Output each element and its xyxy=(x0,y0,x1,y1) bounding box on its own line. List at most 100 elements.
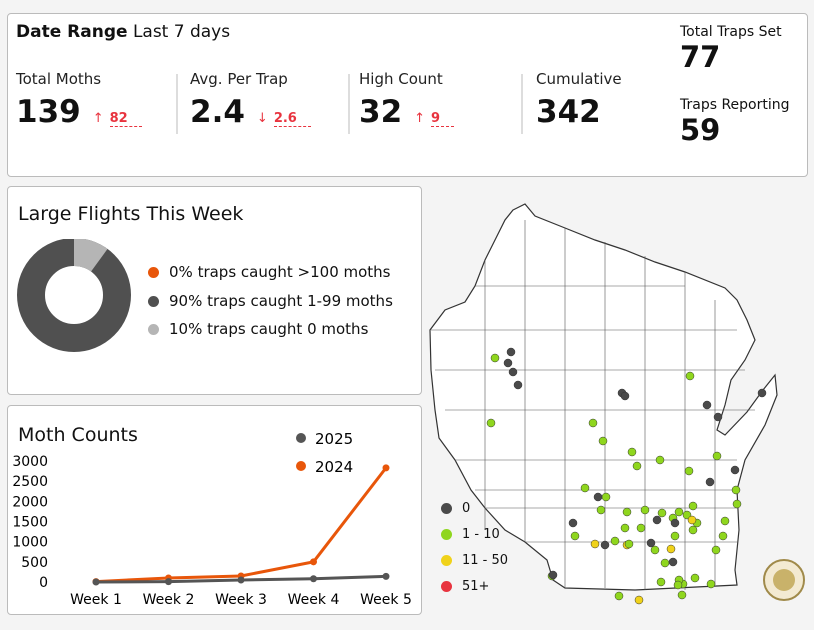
legend-item: 0% traps caught >100 moths xyxy=(148,263,391,281)
trap-marker[interactable] xyxy=(657,508,667,518)
trap-marker[interactable] xyxy=(688,501,698,511)
trap-marker[interactable] xyxy=(655,455,665,465)
wisconsin-trap-map[interactable] xyxy=(425,190,814,620)
data-point-2025[interactable] xyxy=(165,578,172,586)
metric-label: Avg. Per Trap xyxy=(190,70,288,88)
traps-reporting-label: Traps Reporting xyxy=(680,97,790,113)
trap-marker[interactable] xyxy=(650,545,660,555)
legend-dot xyxy=(148,323,159,335)
chart-title: Moth Counts xyxy=(18,424,138,446)
trap-marker[interactable] xyxy=(508,367,518,377)
trap-marker[interactable] xyxy=(702,400,712,410)
trap-marker[interactable] xyxy=(588,418,598,428)
legend-dot xyxy=(441,529,452,540)
trap-marker[interactable] xyxy=(622,507,632,517)
trap-marker[interactable] xyxy=(713,412,723,422)
trap-marker[interactable] xyxy=(757,388,767,398)
trap-marker[interactable] xyxy=(670,518,680,528)
trap-marker[interactable] xyxy=(640,505,650,515)
trap-marker[interactable] xyxy=(677,590,687,600)
divider xyxy=(348,74,350,134)
trap-marker[interactable] xyxy=(685,371,695,381)
legend-label: 51+ xyxy=(462,579,490,594)
trap-marker[interactable] xyxy=(731,485,741,495)
trap-marker[interactable] xyxy=(620,391,630,401)
trap-marker[interactable] xyxy=(503,358,513,368)
trap-marker[interactable] xyxy=(720,516,730,526)
trap-marker[interactable] xyxy=(684,466,694,476)
trap-marker[interactable] xyxy=(614,591,624,601)
date-range-label: Date Range xyxy=(16,22,128,42)
data-point-2024[interactable] xyxy=(382,464,390,472)
trap-marker[interactable] xyxy=(590,539,600,549)
trap-marker[interactable] xyxy=(610,536,620,546)
trap-marker[interactable] xyxy=(490,353,500,363)
trap-marker[interactable] xyxy=(660,558,670,568)
trap-marker[interactable] xyxy=(513,380,523,390)
x-tick-label: Week 4 xyxy=(288,592,340,608)
data-point-2025[interactable] xyxy=(92,578,100,586)
card-title: Large Flights This Week xyxy=(18,203,244,225)
trap-marker[interactable] xyxy=(712,451,722,461)
trap-marker[interactable] xyxy=(636,523,646,533)
trap-marker[interactable] xyxy=(570,531,580,541)
trap-marker[interactable] xyxy=(718,531,728,541)
trap-marker[interactable] xyxy=(620,523,630,533)
legend-dot-2025 xyxy=(296,433,306,443)
trap-marker[interactable] xyxy=(632,461,642,471)
trap-marker[interactable] xyxy=(673,580,683,590)
trap-marker[interactable] xyxy=(601,492,611,502)
trap-marker[interactable] xyxy=(634,595,644,605)
trap-marker[interactable] xyxy=(705,477,715,487)
trap-marker[interactable] xyxy=(580,483,590,493)
trap-marker[interactable] xyxy=(666,544,676,554)
trap-marker[interactable] xyxy=(668,557,678,567)
date-range[interactable]: Date Range Last 7 days xyxy=(16,22,230,42)
legend-dot xyxy=(441,555,452,566)
trap-marker[interactable] xyxy=(652,515,662,525)
legend-item: 90% traps caught 1-99 moths xyxy=(148,292,393,310)
trap-marker[interactable] xyxy=(596,505,606,515)
summary-card: Date Range Last 7 days Total Moths 139 ↑ 82… xyxy=(7,13,808,177)
trap-marker[interactable] xyxy=(688,525,698,535)
trap-marker[interactable] xyxy=(593,492,603,502)
metric-cumulative: Cumulative 342 xyxy=(536,70,622,130)
trap-marker[interactable] xyxy=(706,579,716,589)
trap-marker[interactable] xyxy=(506,347,516,357)
traps-set-value: 77 xyxy=(680,40,721,74)
trap-marker[interactable] xyxy=(646,538,656,548)
line-chart: Moth Counts 3000 2500 2000 1500 1000 500 0 Week… xyxy=(12,424,412,608)
trap-marker[interactable] xyxy=(548,570,558,580)
trap-marker[interactable] xyxy=(674,507,684,517)
legend-label: 90% traps caught 1-99 moths xyxy=(169,292,393,310)
trap-marker[interactable] xyxy=(711,545,721,555)
trap-marker[interactable] xyxy=(600,540,610,550)
data-point-2025[interactable] xyxy=(382,572,390,580)
legend-label: 0% traps caught >100 moths xyxy=(169,263,391,281)
date-range-value: Last 7 days xyxy=(132,22,231,42)
data-point-2025[interactable] xyxy=(310,575,317,583)
x-tick-label: Week 3 xyxy=(215,592,267,608)
legend-label: 11 - 50 xyxy=(462,553,509,568)
trap-marker[interactable] xyxy=(690,573,700,583)
data-point-2024[interactable] xyxy=(310,558,317,566)
y-tick-label: 2000 xyxy=(12,494,48,510)
metric-delta: ↑ 82 xyxy=(92,111,142,127)
trap-marker[interactable] xyxy=(656,577,666,587)
trap-marker[interactable] xyxy=(624,539,634,549)
trap-marker[interactable] xyxy=(687,515,697,525)
legend-label: 10% traps caught 0 moths xyxy=(169,320,369,338)
data-point-2025[interactable] xyxy=(237,576,245,584)
trap-marker[interactable] xyxy=(598,436,608,446)
arrow-up-icon: ↑ xyxy=(92,111,104,126)
trap-marker[interactable] xyxy=(568,518,578,528)
map-legend-item: 51+ xyxy=(441,579,489,594)
metric-value: 139 xyxy=(16,94,81,130)
trap-marker[interactable] xyxy=(670,531,680,541)
trap-marker[interactable] xyxy=(486,418,496,428)
trap-marker[interactable] xyxy=(627,447,637,457)
trap-marker[interactable] xyxy=(732,499,742,509)
legend-label: 0 xyxy=(462,501,471,516)
trap-marker[interactable] xyxy=(730,465,740,475)
arrow-up-icon: ↑ xyxy=(414,111,426,126)
